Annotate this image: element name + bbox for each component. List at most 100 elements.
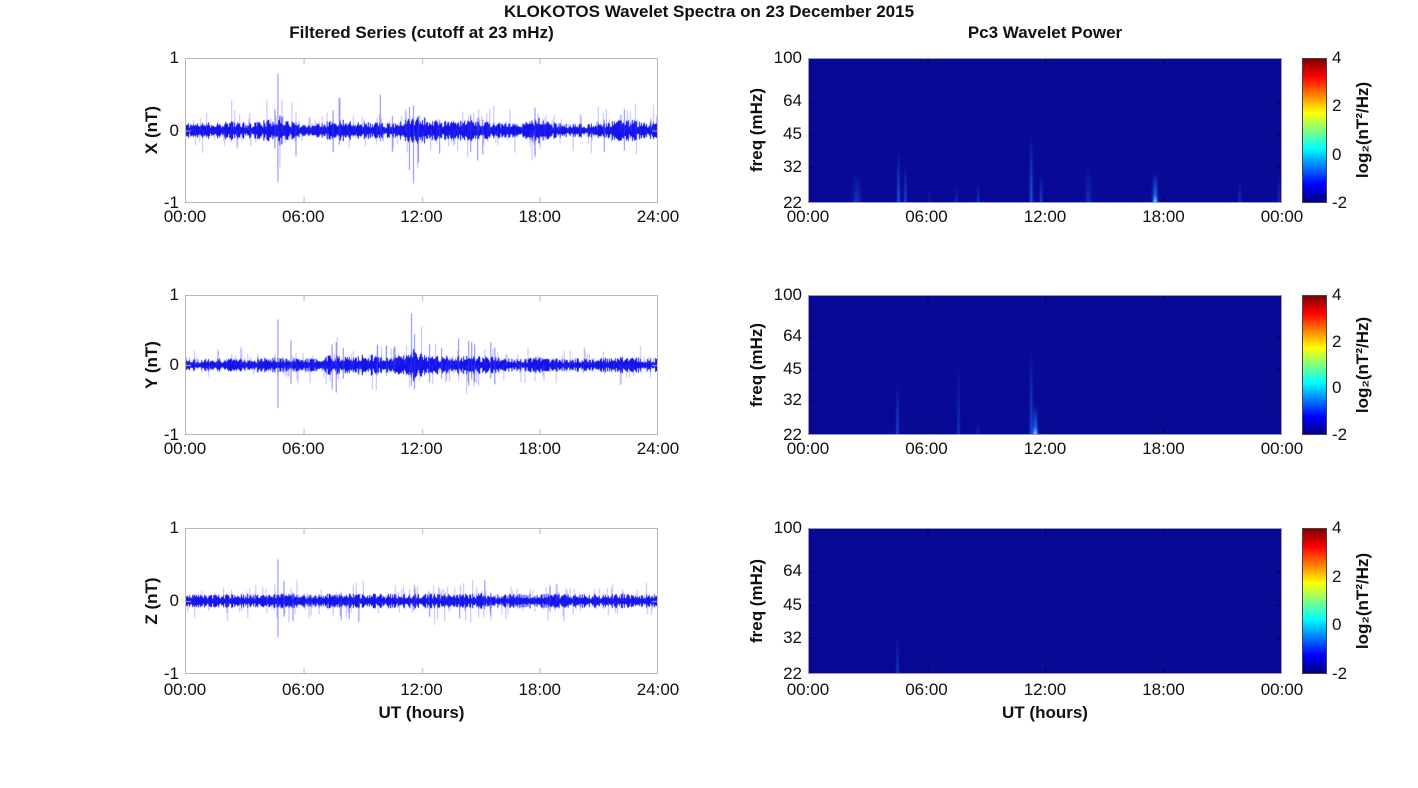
colorbar-tick-label: 2: [1332, 331, 1342, 351]
x-tick-label: 00:00: [786, 207, 830, 226]
x-tick-label: 12:00: [400, 207, 443, 226]
x-tick-label: 00:00: [786, 439, 830, 458]
y-tick-label: 100: [773, 285, 802, 304]
colorbar-tick-label: -2: [1332, 664, 1348, 683]
y-tick-label: 32: [783, 390, 802, 410]
y-tick-label: 64: [783, 326, 802, 346]
colorbar-tick-label: 0: [1332, 144, 1342, 164]
x-axis-ticks: 00:00 06:00 12:00 18:00 00:00: [787, 207, 1304, 227]
x-tick-label: 12:00: [1023, 207, 1067, 226]
colorbar-tick-label: 4: [1332, 518, 1342, 537]
x-tick-label: 06:00: [905, 207, 948, 226]
left-column-title: Filtered Series (cutoff at 23 mHz): [289, 23, 554, 42]
y-tick-label: 64: [783, 561, 802, 581]
plot-canvas-x-series: [186, 59, 657, 202]
x-tick-label: 18:00: [1142, 207, 1185, 226]
x-tick-label: 00:00: [786, 680, 830, 699]
plot-canvas-y-series: [186, 296, 657, 434]
x-tick-label: 12:00: [400, 439, 443, 458]
colorbar-tick-label: 0: [1332, 615, 1342, 635]
x-axis-label-left: UT (hours): [378, 703, 465, 722]
colorbar-ticks: 4 2 0 -2: [1332, 49, 1372, 212]
y-axis-ticks: 1 0 -1: [138, 49, 179, 212]
x-tick-label: 00:00: [1260, 680, 1304, 699]
colorbar-tick-label: 0: [1332, 378, 1342, 398]
y-tick-label: 1: [169, 48, 179, 67]
colorbar: [1302, 295, 1327, 435]
x-tick-label: 06:00: [281, 207, 325, 226]
colorbar-label: log₂(nT²/Hz): [1353, 81, 1372, 179]
colorbar-tick-label: 2: [1332, 96, 1342, 116]
colorbar-tick-label: -2: [1332, 193, 1348, 212]
colorbar-tick-label: 4: [1332, 285, 1342, 304]
x-tick-label: 12:00: [1023, 680, 1067, 699]
x-axis-ticks: 00:00 06:00 12:00 18:00 24:00: [164, 207, 680, 227]
x-tick-label: 00:00: [163, 680, 207, 699]
y-axis-ticks: 100 64 45 32 22: [748, 49, 802, 212]
x-axis-ticks: 00:00 06:00 12:00 18:00 00:00: [787, 439, 1304, 459]
colorbar: [1302, 58, 1327, 203]
y-tick-label: 1: [169, 285, 179, 304]
y-tick-label: -1: [163, 425, 179, 444]
x-tick-label: 24:00: [636, 680, 680, 699]
x-axis-ticks: 00:00 06:00 12:00 18:00 24:00: [164, 680, 680, 700]
x-tick-label: 24:00: [636, 207, 680, 226]
plot-area-x-wavelet: [808, 58, 1282, 203]
y-tick-label: 45: [783, 124, 802, 144]
x-tick-label: 06:00: [281, 680, 325, 699]
plot-area-x-series: [185, 58, 658, 203]
x-tick-label: 00:00: [163, 439, 207, 458]
y-tick-label: 100: [773, 48, 802, 67]
y-tick-label: 45: [783, 358, 802, 378]
plot-canvas-z-wavelet: [809, 529, 1281, 673]
colorbar-tick-label: 2: [1332, 566, 1342, 586]
colorbar-tick-label: 4: [1332, 48, 1342, 67]
x-tick-label: 06:00: [281, 439, 325, 458]
colorbar-tick-label: -2: [1332, 425, 1348, 444]
x-tick-label: 00:00: [163, 207, 207, 226]
colorbar-label: log₂(nT²/Hz): [1353, 552, 1372, 650]
colorbar-label: log₂(nT²/Hz): [1353, 316, 1372, 414]
x-tick-label: 12:00: [1023, 439, 1067, 458]
y-tick-label: -1: [163, 664, 179, 683]
x-tick-label: 18:00: [1142, 680, 1185, 699]
plot-area-z-wavelet: [808, 528, 1282, 674]
plot-area-y-series: [185, 295, 658, 435]
y-tick-label: 0: [169, 591, 179, 610]
colorbar-ticks: 4 2 0 -2: [1332, 519, 1372, 683]
y-tick-label: -1: [163, 193, 179, 212]
plot-canvas-z-series: [186, 529, 657, 673]
plot-area-z-series: [185, 528, 658, 674]
right-column-title: Pc3 Wavelet Power: [967, 23, 1123, 42]
y-tick-label: 1: [169, 518, 179, 537]
x-tick-label: 18:00: [518, 439, 562, 458]
y-axis-ticks: 1 0 -1: [138, 519, 179, 683]
colorbar-ticks: 4 2 0 -2: [1332, 286, 1372, 444]
y-tick-label: 0: [169, 120, 179, 140]
colorbar: [1302, 528, 1327, 674]
x-tick-label: 06:00: [905, 439, 948, 458]
y-tick-label: 22: [783, 664, 802, 683]
y-tick-label: 45: [783, 594, 802, 614]
y-tick-label: 32: [783, 627, 802, 647]
x-tick-label: 06:00: [905, 680, 948, 699]
x-tick-label: 24:00: [636, 439, 680, 458]
x-tick-label: 18:00: [1142, 439, 1185, 458]
y-axis-ticks: 100 64 45 32 22: [748, 519, 802, 683]
y-tick-label: 64: [783, 90, 802, 110]
plot-area-y-wavelet: [808, 295, 1282, 435]
y-tick-label: 32: [783, 157, 802, 177]
x-tick-label: 00:00: [1260, 207, 1304, 226]
x-tick-label: 18:00: [518, 207, 562, 226]
x-tick-label: 18:00: [518, 680, 562, 699]
x-axis-label-right: UT (hours): [1002, 703, 1088, 722]
x-tick-label: 00:00: [1260, 439, 1304, 458]
plot-canvas-x-wavelet: [809, 59, 1281, 202]
y-tick-label: 22: [783, 193, 802, 212]
y-tick-label: 22: [783, 425, 802, 444]
x-axis-ticks: 00:00 06:00 12:00 18:00 00:00: [787, 680, 1304, 700]
plot-canvas-y-wavelet: [809, 296, 1281, 434]
figure-title: KLOKOTOS Wavelet Spectra on 23 December …: [503, 2, 915, 21]
y-axis-ticks: 100 64 45 32 22: [748, 286, 802, 444]
